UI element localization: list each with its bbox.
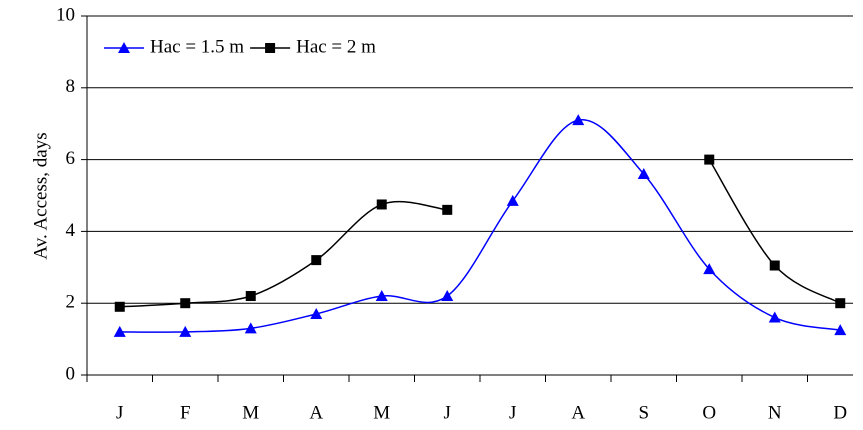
x-tick-label: S	[638, 402, 649, 423]
marker	[704, 154, 715, 165]
x-tick-label: M	[373, 402, 390, 423]
y-tick-label: 6	[66, 148, 76, 169]
x-tick-label: F	[180, 402, 191, 423]
y-tick-label: 0	[66, 363, 76, 384]
marker	[637, 167, 650, 179]
y-tick-label: 4	[66, 220, 76, 241]
legend-marker	[118, 42, 130, 53]
marker	[703, 263, 716, 275]
marker	[245, 291, 256, 302]
marker	[310, 307, 323, 319]
marker	[769, 260, 780, 271]
legend-marker	[265, 43, 276, 53]
marker	[375, 290, 388, 302]
marker	[180, 298, 191, 309]
legend-label: Hac = 1.5 m	[150, 36, 244, 57]
marker	[441, 290, 454, 302]
x-tick-label: M	[242, 402, 259, 423]
legend-label: Hac = 2 m	[296, 36, 376, 57]
marker	[834, 324, 847, 336]
x-tick-label: J	[444, 402, 451, 423]
series	[114, 154, 846, 312]
x-tick-label: A	[571, 402, 585, 423]
marker	[506, 194, 519, 206]
x-tick-label: J	[116, 402, 123, 423]
marker	[311, 255, 322, 266]
x-tick-label: J	[509, 402, 516, 423]
x-tick-label: D	[833, 402, 847, 423]
marker	[179, 325, 192, 337]
x-tick-label: O	[702, 402, 716, 423]
marker	[113, 325, 126, 337]
marker	[442, 204, 453, 215]
marker	[835, 298, 846, 309]
marker	[376, 199, 387, 210]
marker	[244, 322, 257, 334]
y-tick-label: 10	[56, 4, 75, 25]
series-line	[119, 200, 448, 308]
y-tick-label: 2	[66, 292, 76, 313]
marker	[768, 311, 781, 323]
marker	[114, 301, 125, 312]
series	[113, 114, 847, 337]
y-axis-label: Av. Access, days	[30, 132, 51, 259]
marker	[572, 114, 585, 126]
x-tick-label: A	[309, 402, 323, 423]
x-tick-label: N	[768, 402, 782, 423]
y-tick-label: 8	[66, 76, 76, 97]
